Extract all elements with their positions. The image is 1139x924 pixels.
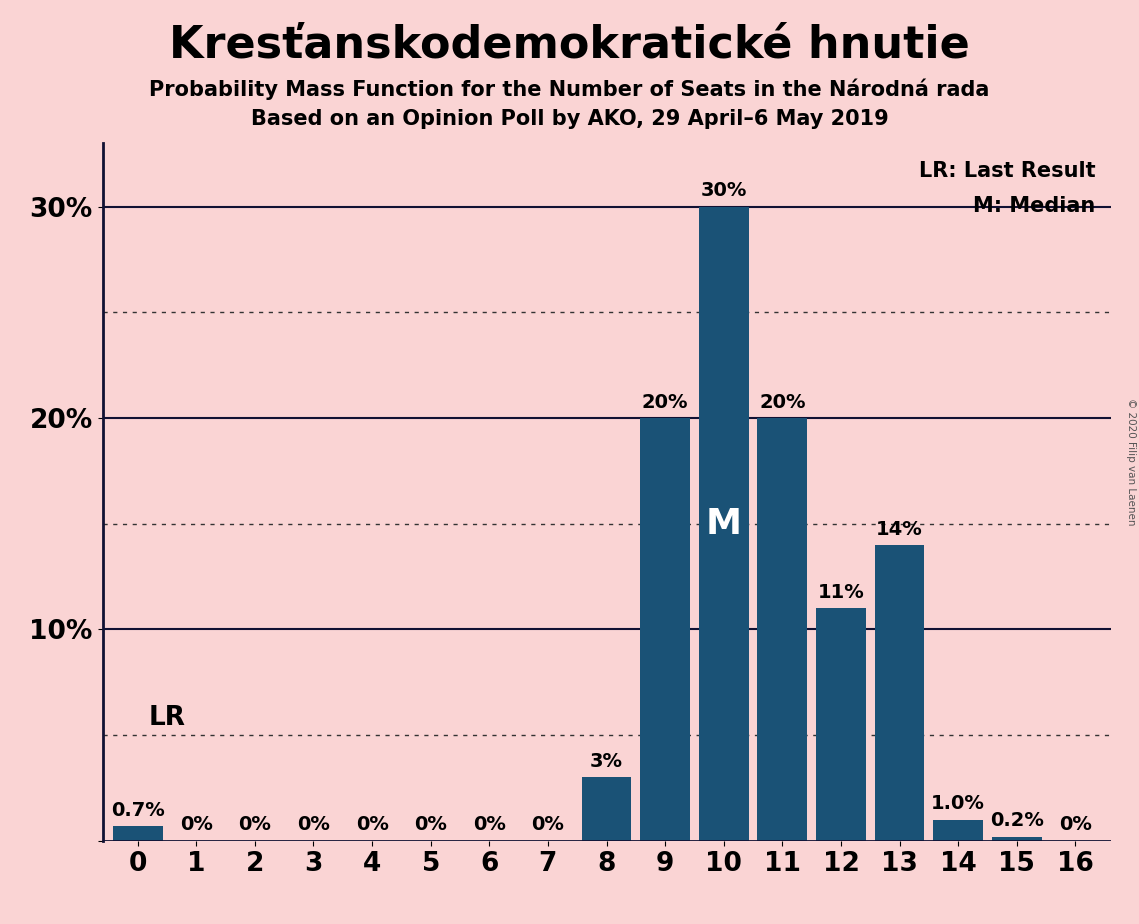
Text: 14%: 14% [876, 519, 923, 539]
Bar [757, 418, 808, 841]
Bar [113, 826, 163, 841]
Text: M: M [706, 506, 741, 541]
Bar [992, 836, 1042, 841]
Text: 3%: 3% [590, 752, 623, 771]
Text: 0%: 0% [473, 816, 506, 834]
Bar [875, 545, 925, 841]
Text: Kresťanskodemokratické hnutie: Kresťanskodemokratické hnutie [169, 23, 970, 67]
Bar [640, 418, 690, 841]
Text: M: Median: M: Median [973, 196, 1096, 215]
Text: 0%: 0% [532, 816, 564, 834]
Text: Based on an Opinion Poll by AKO, 29 April–6 May 2019: Based on an Opinion Poll by AKO, 29 Apri… [251, 109, 888, 129]
Bar [816, 608, 866, 841]
Text: 0.2%: 0.2% [990, 811, 1043, 831]
Text: 0%: 0% [180, 816, 213, 834]
Text: 11%: 11% [818, 583, 865, 602]
Text: 0%: 0% [238, 816, 271, 834]
Text: 20%: 20% [759, 393, 805, 412]
Text: 1.0%: 1.0% [932, 795, 985, 813]
Bar [582, 777, 631, 841]
Text: 0.7%: 0.7% [110, 801, 164, 820]
Text: 0%: 0% [355, 816, 388, 834]
Text: © 2020 Filip van Laenen: © 2020 Filip van Laenen [1126, 398, 1136, 526]
Text: 20%: 20% [642, 393, 688, 412]
Text: LR: Last Result: LR: Last Result [919, 161, 1096, 181]
Text: 0%: 0% [1059, 816, 1092, 834]
Bar [933, 820, 983, 841]
Text: 0%: 0% [297, 816, 330, 834]
Text: LR: LR [148, 705, 186, 731]
Text: 0%: 0% [415, 816, 448, 834]
Text: Probability Mass Function for the Number of Seats in the Národná rada: Probability Mass Function for the Number… [149, 79, 990, 100]
Bar [699, 207, 748, 841]
Text: 30%: 30% [700, 181, 747, 201]
